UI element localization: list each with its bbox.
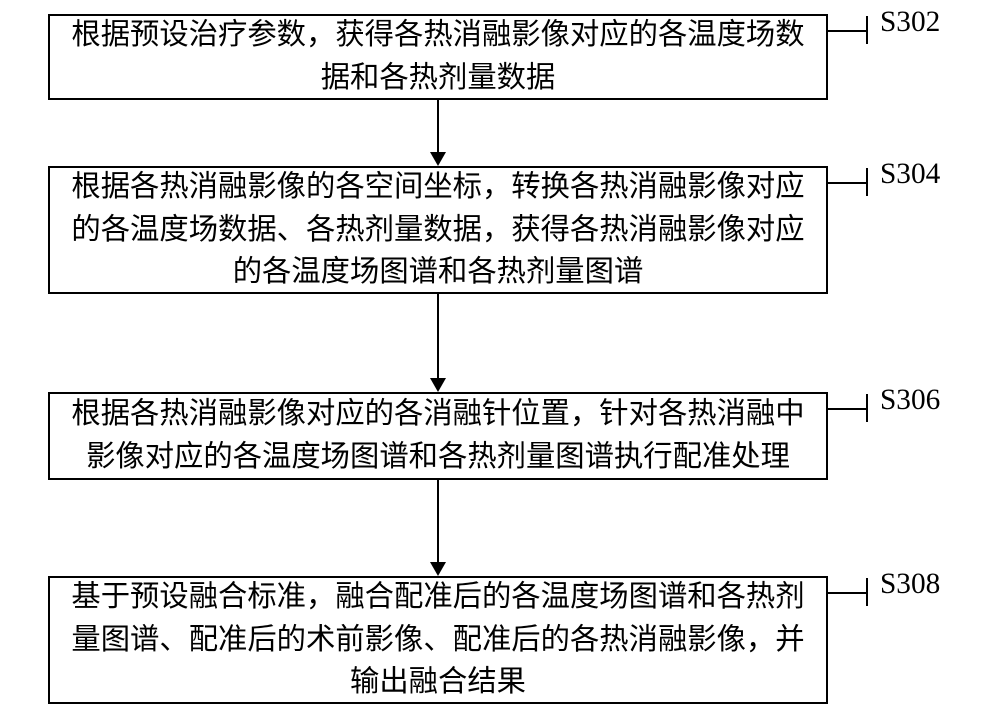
label-connector-tick xyxy=(828,592,868,594)
step-s306-text: 根据各热消融影像对应的各消融针位置，针对各热消融中影像对应的各温度场图谱和各热剂… xyxy=(62,393,814,478)
label-connector-line xyxy=(866,168,868,196)
label-connector-tick xyxy=(828,408,868,410)
arrow-head-icon xyxy=(430,152,446,166)
step-label-s302: S302 xyxy=(880,6,940,39)
step-s308-text: 基于预设融合标准，融合配准后的各温度场图谱和各热剂量图谱、配准后的术前影像、配准… xyxy=(62,576,814,704)
label-connector-line xyxy=(866,394,868,422)
step-s304-text: 根据各热消融影像的各空间坐标，转换各热消融影像对应的各温度场数据、各热剂量数据，… xyxy=(62,166,814,294)
arrow-s302-s304 xyxy=(437,100,439,152)
step-s308: 基于预设融合标准，融合配准后的各温度场图谱和各热剂量图谱、配准后的术前影像、配准… xyxy=(48,576,828,704)
step-s306: 根据各热消融影像对应的各消融针位置，针对各热消融中影像对应的各温度场图谱和各热剂… xyxy=(48,392,828,480)
step-s302-text: 根据预设治疗参数，获得各热消融影像对应的各温度场数据和各热剂量数据 xyxy=(62,14,814,99)
arrow-head-icon xyxy=(430,562,446,576)
label-connector-tick xyxy=(828,30,868,32)
flowchart-canvas: 根据预设治疗参数，获得各热消融影像对应的各温度场数据和各热剂量数据 S302 根… xyxy=(0,0,1000,718)
step-label-s304: S304 xyxy=(880,158,940,191)
label-connector-line xyxy=(866,16,868,44)
label-connector-tick xyxy=(828,182,868,184)
arrow-s306-s308 xyxy=(437,480,439,562)
arrow-s304-s306 xyxy=(437,294,439,378)
arrow-head-icon xyxy=(430,378,446,392)
step-label-s306: S306 xyxy=(880,384,940,417)
step-s304: 根据各热消融影像的各空间坐标，转换各热消融影像对应的各温度场数据、各热剂量数据，… xyxy=(48,166,828,294)
step-label-s308: S308 xyxy=(880,568,940,601)
label-connector-line xyxy=(866,578,868,606)
step-s302: 根据预设治疗参数，获得各热消融影像对应的各温度场数据和各热剂量数据 xyxy=(48,14,828,100)
